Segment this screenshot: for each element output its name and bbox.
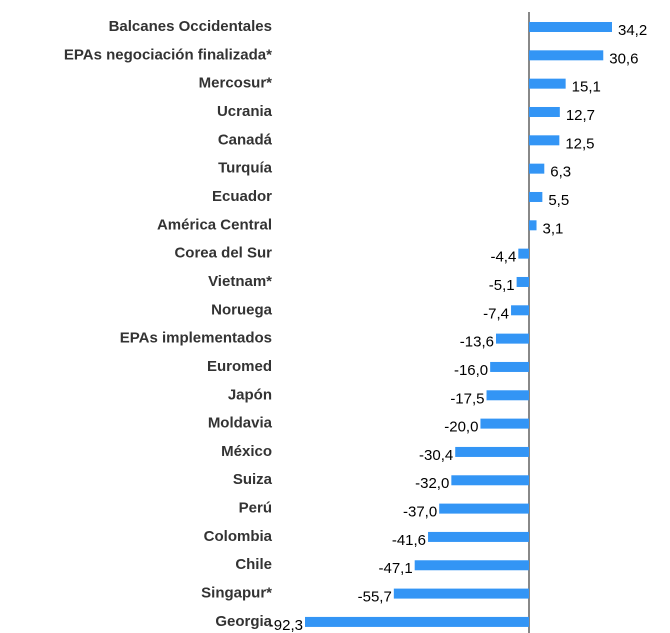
category-label: Corea del Sur [174, 245, 272, 262]
bar [305, 616, 530, 627]
bar [518, 248, 530, 259]
bar [451, 475, 530, 486]
bar [529, 106, 560, 117]
category-label: Balcanes Occidentales [109, 18, 272, 35]
bar [511, 305, 530, 316]
category-label: Vietnam* [208, 273, 272, 290]
bar [516, 276, 530, 287]
value-label: -55,7 [358, 589, 392, 606]
category-label: Canadá [218, 131, 273, 148]
bar [529, 191, 543, 202]
value-label: 30,6 [609, 50, 638, 67]
value-label: 15,1 [572, 79, 601, 96]
bar [529, 50, 604, 61]
value-label: -17,5 [450, 390, 484, 407]
category-label: Euromed [207, 358, 272, 375]
category-label: Ecuador [212, 188, 272, 205]
bar [529, 220, 537, 231]
category-label: Ucrania [217, 103, 273, 120]
value-label: -32,0 [415, 475, 449, 492]
bar [480, 418, 530, 429]
category-label: México [221, 443, 272, 460]
value-label: -13,6 [460, 334, 494, 351]
category-label: Perú [239, 500, 272, 517]
category-label: Georgia [215, 613, 272, 630]
value-label: -16,0 [454, 362, 488, 379]
category-label: Moldavia [208, 415, 273, 432]
category-label: EPAs implementados [120, 330, 272, 347]
bar [529, 22, 612, 32]
value-label: -92,3 [269, 617, 303, 633]
category-label: Mercosur* [199, 75, 273, 92]
value-label: -7,4 [483, 305, 509, 322]
bar [414, 560, 530, 571]
bar [393, 588, 530, 599]
value-label: 3,1 [543, 220, 564, 237]
category-label: Japón [228, 386, 272, 403]
bar [486, 390, 530, 401]
value-label: -4,4 [490, 249, 516, 266]
value-label: -41,6 [392, 532, 426, 549]
bar [490, 361, 530, 372]
category-label: Suiza [233, 471, 273, 488]
bar [439, 503, 530, 514]
category-label: Turquía [218, 160, 273, 177]
category-label: América Central [157, 216, 272, 233]
value-label: -5,1 [489, 277, 515, 294]
value-label: 5,5 [548, 192, 569, 209]
value-label: 12,5 [565, 135, 594, 152]
category-label: Noruega [211, 301, 273, 318]
bar [428, 531, 530, 542]
category-label: EPAs negociación finalizada* [64, 46, 272, 63]
bar [529, 163, 545, 174]
value-label: -37,0 [403, 504, 437, 521]
category-label: Colombia [204, 528, 273, 545]
bar [455, 446, 530, 457]
value-label: 6,3 [550, 164, 571, 181]
value-label: 12,7 [566, 107, 595, 124]
category-label: Chile [235, 556, 272, 573]
value-label: -47,1 [378, 560, 412, 577]
value-label: -20,0 [444, 419, 478, 436]
value-label: -30,4 [419, 447, 453, 464]
value-label: 34,2 [618, 22, 647, 39]
bar [495, 333, 530, 344]
bar [529, 78, 566, 89]
category-label: Singapur* [201, 585, 272, 602]
bar [529, 135, 560, 146]
